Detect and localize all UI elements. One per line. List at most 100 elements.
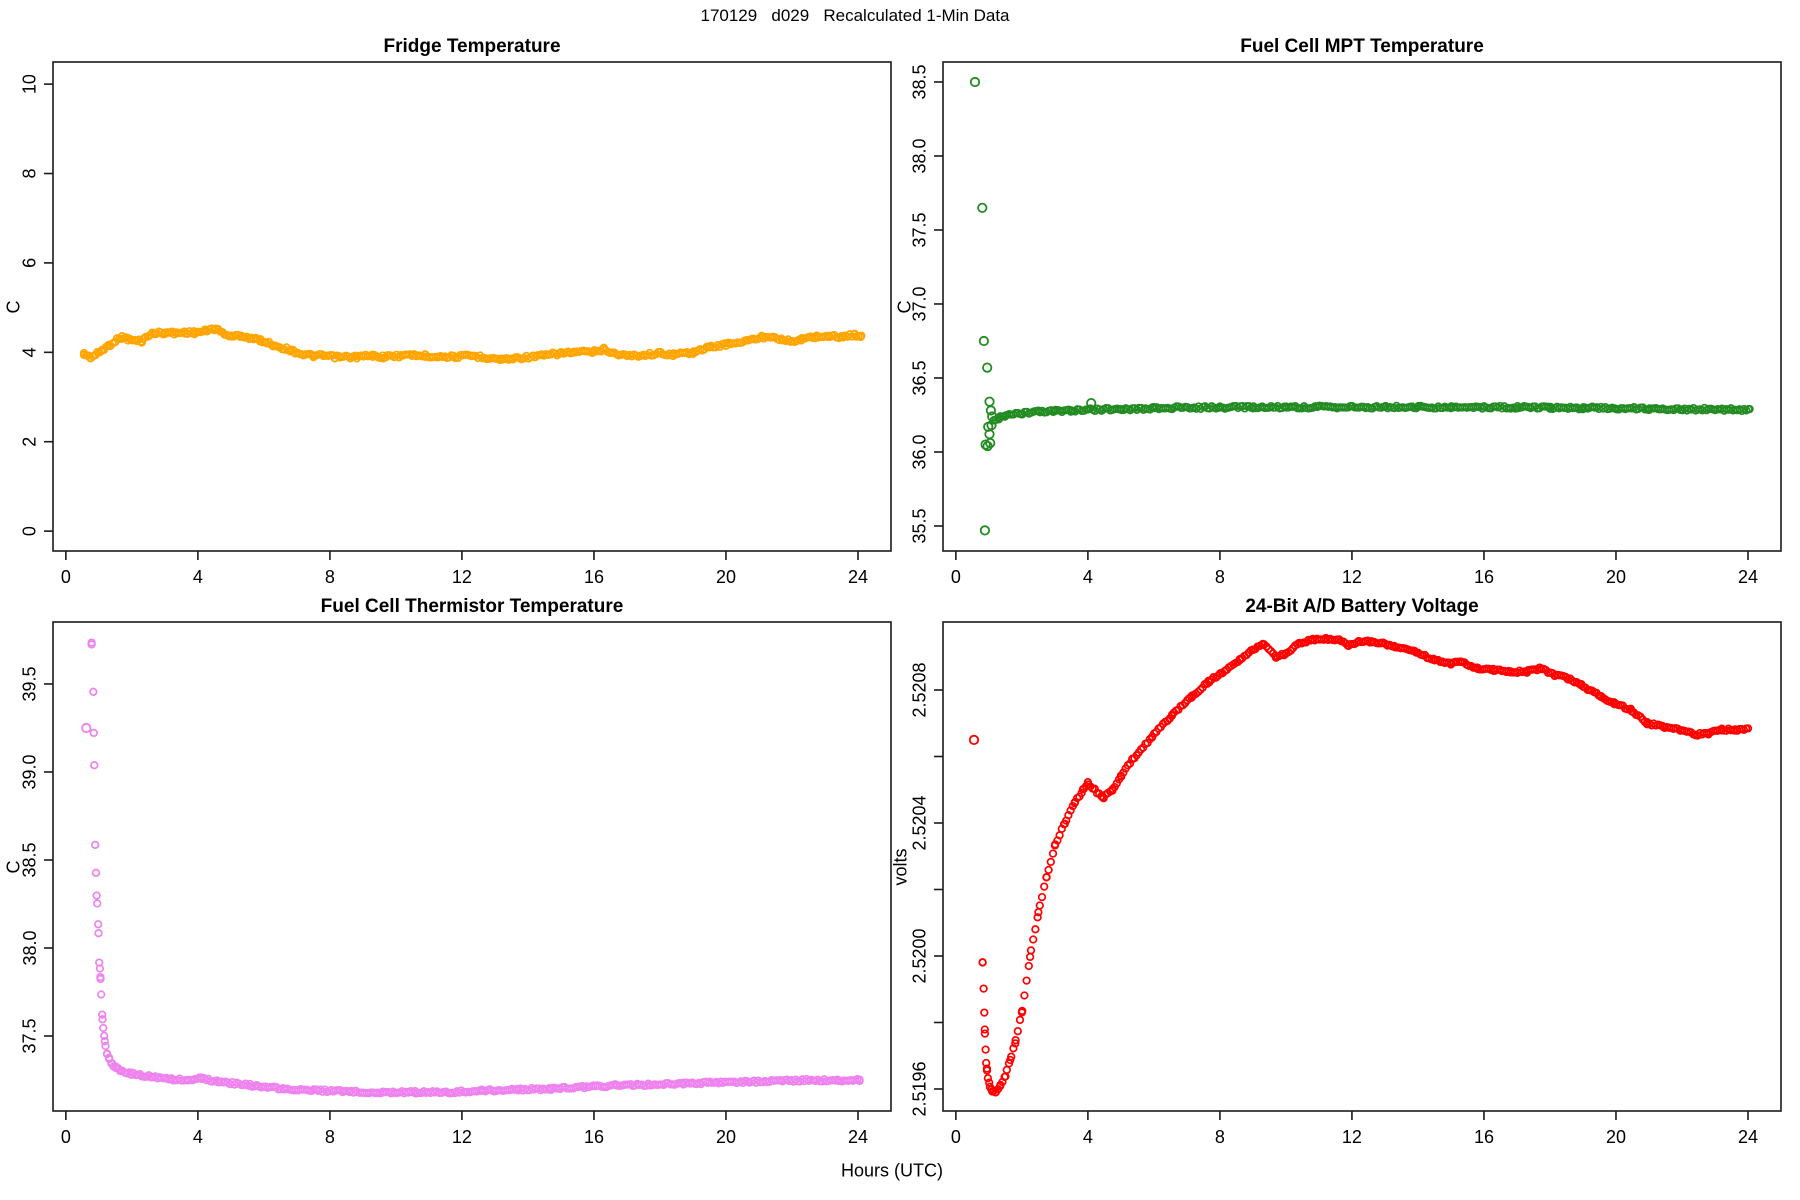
y-tick-label: 38.0 bbox=[910, 138, 930, 173]
x-tick-label: 24 bbox=[1738, 567, 1758, 587]
plot-box bbox=[942, 61, 1782, 552]
y-axis-label-mpt: C bbox=[894, 300, 915, 314]
data-point bbox=[100, 1037, 109, 1046]
x-tick-label: 8 bbox=[1215, 1127, 1225, 1147]
data-point bbox=[1007, 1052, 1016, 1061]
y-tick-label: 39.0 bbox=[20, 754, 40, 789]
outlier-point bbox=[984, 396, 995, 407]
data-point bbox=[99, 1023, 108, 1033]
data-point bbox=[95, 964, 105, 973]
y-tick-label: 2.5204 bbox=[910, 795, 930, 850]
x-tick-label: 12 bbox=[1342, 1127, 1362, 1147]
data-point bbox=[980, 1008, 989, 1017]
data-point bbox=[711, 343, 720, 352]
data-point bbox=[100, 1031, 109, 1040]
x-tick-label: 20 bbox=[716, 1127, 736, 1147]
series-fuel-cell-mpt-temperature bbox=[969, 76, 1754, 536]
data-point bbox=[1026, 946, 1036, 955]
x-tick-label: 20 bbox=[1606, 567, 1626, 587]
data-point bbox=[199, 1073, 208, 1083]
y-tick-label: 38.5 bbox=[910, 64, 930, 99]
data-point bbox=[1084, 780, 1093, 789]
data-point bbox=[1097, 792, 1106, 801]
data-point bbox=[94, 920, 103, 929]
outlier-point bbox=[985, 405, 997, 416]
y-tick-label: 0 bbox=[20, 526, 40, 536]
data-point bbox=[1090, 784, 1099, 794]
x-tick-label: 4 bbox=[1083, 1127, 1093, 1147]
data-point bbox=[1011, 1039, 1020, 1048]
y-tick-label: 37.0 bbox=[910, 286, 930, 321]
outlier-point bbox=[1086, 397, 1097, 409]
data-point bbox=[90, 761, 99, 770]
data-point bbox=[1117, 772, 1126, 781]
data-point bbox=[92, 891, 101, 900]
y-tick-label: 37.5 bbox=[20, 1018, 40, 1053]
data-point bbox=[981, 1045, 990, 1054]
x-tick-label: 12 bbox=[452, 567, 472, 587]
data-point bbox=[1015, 1015, 1025, 1025]
data-point bbox=[1020, 991, 1029, 1000]
data-point bbox=[87, 638, 96, 647]
data-point bbox=[1018, 1006, 1027, 1016]
x-tick-label: 16 bbox=[1474, 1127, 1494, 1147]
data-point bbox=[1745, 404, 1754, 414]
x-tick-label: 0 bbox=[951, 1127, 961, 1147]
x-tick-label: 0 bbox=[61, 1127, 71, 1147]
x-tick-label: 4 bbox=[193, 567, 203, 587]
outlier-point bbox=[978, 335, 990, 347]
data-point bbox=[1025, 952, 1035, 962]
data-point bbox=[98, 1015, 107, 1024]
y-tick-label: 10 bbox=[20, 74, 40, 94]
x-tick-label: 12 bbox=[452, 1127, 472, 1147]
data-point bbox=[1042, 873, 1051, 882]
data-point bbox=[94, 929, 103, 938]
outlier-point bbox=[979, 525, 991, 536]
data-point bbox=[1033, 913, 1042, 922]
data-point bbox=[1178, 701, 1187, 710]
series-fridge-temperature bbox=[79, 324, 866, 365]
data-point bbox=[983, 1074, 993, 1083]
y-tick-label: 38.5 bbox=[20, 842, 40, 877]
x-tick-label: 16 bbox=[584, 567, 604, 587]
x-tick-label: 12 bbox=[1342, 567, 1362, 587]
y-tick-label: 37.5 bbox=[910, 212, 930, 247]
y-tick-label: 39.5 bbox=[20, 666, 40, 701]
data-point bbox=[1022, 976, 1031, 985]
data-point bbox=[1011, 1036, 1020, 1045]
outlier-point bbox=[969, 76, 981, 88]
outlier-point bbox=[986, 420, 997, 431]
data-point bbox=[1009, 1044, 1018, 1053]
plot-box bbox=[52, 61, 892, 552]
data-point bbox=[1037, 892, 1047, 902]
data-point bbox=[1024, 961, 1033, 971]
x-axis-label: Hours (UTC) bbox=[841, 1160, 943, 1181]
y-tick-label: 2.5196 bbox=[910, 1061, 930, 1116]
outlier-point bbox=[982, 362, 993, 373]
x-tick-label: 24 bbox=[848, 567, 868, 587]
data-point bbox=[1108, 784, 1117, 794]
data-point bbox=[1048, 849, 1058, 858]
data-point bbox=[1077, 788, 1086, 798]
data-point bbox=[1433, 655, 1443, 665]
data-point bbox=[979, 984, 988, 993]
y-tick-label: 38.0 bbox=[20, 930, 40, 965]
data-point bbox=[980, 1025, 989, 1034]
data-point bbox=[89, 728, 98, 738]
data-point bbox=[1029, 935, 1038, 944]
data-point bbox=[1044, 865, 1053, 875]
x-tick-label: 16 bbox=[584, 1127, 604, 1147]
data-point bbox=[91, 840, 100, 850]
x-tick-label: 4 bbox=[193, 1127, 203, 1147]
data-point bbox=[1046, 857, 1055, 867]
data-point bbox=[857, 331, 866, 340]
x-tick-label: 4 bbox=[1083, 567, 1093, 587]
data-point bbox=[1194, 687, 1203, 697]
plot-box bbox=[52, 621, 892, 1112]
data-point bbox=[101, 1041, 110, 1051]
data-point bbox=[1196, 685, 1205, 694]
x-tick-label: 20 bbox=[1606, 1127, 1626, 1147]
panel-title-fridge-temperature: Fridge Temperature bbox=[383, 36, 561, 57]
data-point bbox=[1743, 724, 1753, 733]
outlier-point bbox=[81, 722, 92, 734]
